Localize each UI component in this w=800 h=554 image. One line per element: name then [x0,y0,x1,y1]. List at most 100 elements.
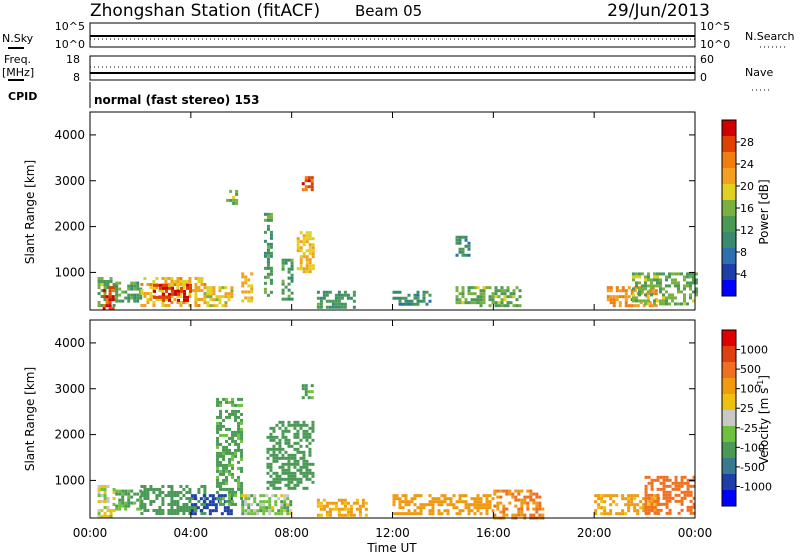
heatmap-cell [237,448,241,452]
heatmap-cell [647,508,651,512]
heatmap-cell [621,509,625,513]
heatmap-cell [467,506,471,510]
heatmap-cell [455,235,459,239]
heatmap-cell [240,397,244,401]
heatmap-cell [186,283,190,287]
heatmap-cell [234,454,238,458]
cpid-label: CPID [8,90,37,103]
heatmap-cell [648,301,652,305]
heatmap-cell [100,304,104,307]
heatmap-cell [305,234,309,238]
heatmap-cell [287,468,291,472]
heatmap-cell [401,500,405,504]
heatmap-cell [203,286,207,290]
heatmap-cell [476,497,480,501]
heatmap-cell [304,387,308,391]
heatmap-cell [310,179,314,183]
heatmap-cell [218,301,222,305]
heatmap-cell [464,500,468,504]
heatmap-cell [286,494,290,498]
heatmap-cell [302,474,306,478]
colorbar-swatch [722,120,736,136]
heatmap-cell [231,409,235,413]
heatmap-cell [228,490,232,494]
heatmap-cell [520,504,524,508]
heatmap-cell [676,290,680,294]
heatmap-cell [658,287,662,291]
heatmap-cell [665,499,669,503]
heatmap-cell [305,471,309,475]
heatmap-cell [247,278,251,282]
heatmap-cell [532,492,536,496]
heatmap-cell [401,302,405,306]
heatmap-cell [656,499,660,503]
heatmap-cell [182,301,186,304]
heatmap-cell [413,296,417,300]
heatmap-cell [269,251,273,255]
heatmap-cell [296,237,300,241]
heatmap-cell [656,478,660,482]
heatmap-cell [340,293,344,297]
heatmap-cell [639,292,643,296]
heatmap-cell [158,488,162,491]
colorbar-frame [721,329,737,507]
heatmap-cell [219,442,223,446]
heatmap-cell [644,511,648,515]
heatmap-cell [691,272,695,276]
heatmap-cell [136,287,140,291]
heatmap-cell [299,261,303,265]
heatmap-cell [219,451,223,455]
heatmap-cell [680,490,684,494]
heatmap-cell [179,491,183,494]
heatmap-cell [280,512,284,516]
heatmap-cell [206,286,210,290]
heatmap-cell [496,504,500,508]
heatmap-cell [612,494,616,498]
heatmap-cell [340,305,344,309]
heatmap-cell [102,295,106,299]
heatmap-cell [234,430,238,434]
heatmap-cell [190,509,194,513]
heatmap-cell [485,286,489,290]
heatmap-cell [235,201,239,205]
heatmap-cell [458,497,462,501]
heatmap-cell [597,494,601,498]
heatmap-cell [624,298,628,302]
heatmap-cell [103,506,107,509]
heatmap-cell [319,299,323,303]
heatmap-cell [275,435,279,439]
heatmap-cell [305,435,309,439]
heatmap-cell [136,293,140,297]
heatmap-cell [165,283,169,287]
heatmap-cell [200,289,204,292]
heatmap-cell [136,492,140,496]
heatmap-cell [164,277,168,280]
heatmap-cell [437,512,441,516]
heatmap-cell [646,275,650,279]
heatmap-cell [103,512,107,515]
heatmap-cell [155,286,159,289]
heatmap-cell [281,447,285,451]
colorbar-swatch [722,200,736,216]
heatmap-cell [659,508,663,512]
heatmap-cell [263,254,267,258]
heatmap-cell [127,504,131,508]
heatmap-cell [509,292,513,296]
heatmap-cell [234,415,238,419]
heatmap-cell [308,270,312,274]
heatmap-cell [670,296,674,300]
heatmap-cell [296,429,300,433]
heatmap-cell [179,295,183,298]
heatmap-cell [603,500,607,504]
heatmap-cell [683,475,687,479]
heatmap-cell [284,462,288,466]
heatmap-cell [688,287,692,291]
heatmap-cell [692,475,696,479]
heatmap-cell [431,512,435,516]
heatmap-cell [473,512,477,516]
heatmap-cell [656,511,660,515]
heatmap-cell [263,230,267,234]
heatmap-cell [263,290,267,294]
heatmap-cell [512,295,516,299]
